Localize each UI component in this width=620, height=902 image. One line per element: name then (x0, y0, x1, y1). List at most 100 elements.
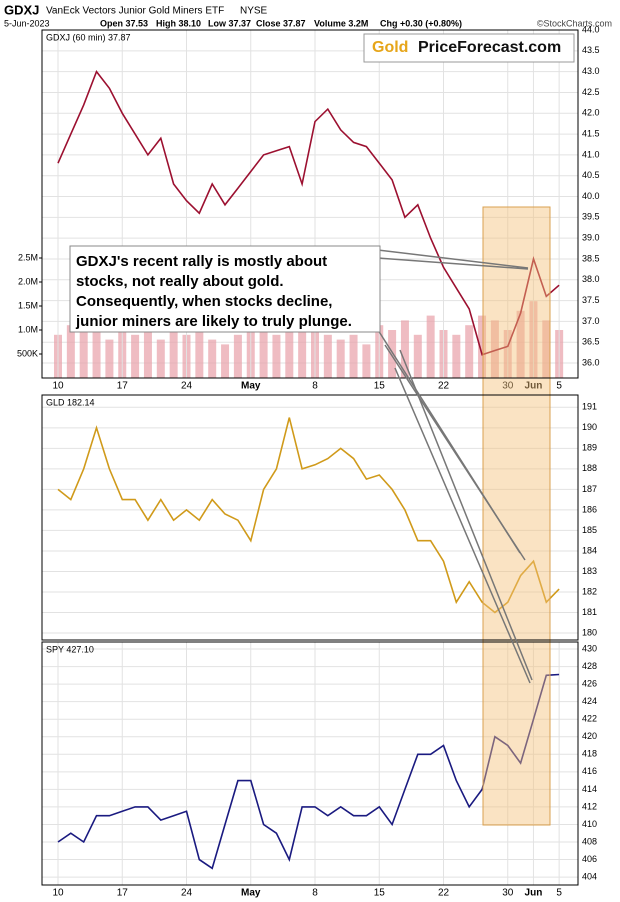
annotation-line: Consequently, when stocks decline, (76, 293, 332, 310)
arrow (394, 367, 531, 684)
y-tick-label: 39.0 (582, 233, 600, 243)
stat: Open 37.53 (100, 18, 148, 28)
panel-label: SPY 427.10 (46, 644, 94, 654)
volume-bar (413, 334, 422, 378)
volume-bar (349, 334, 358, 378)
y-tick-label: 422 (582, 714, 597, 724)
volume-tick-label: 500K (17, 348, 38, 358)
x-tick-label: 10 (52, 381, 64, 392)
volume-bar (516, 310, 525, 378)
annotation-line: stocks, not really about gold. (76, 273, 284, 290)
x-tick-label: May (241, 888, 261, 899)
x-tick-label: 5 (556, 888, 562, 899)
x-tick-label: May (241, 381, 261, 392)
y-tick-label: 190 (582, 422, 597, 432)
y-tick-label: 185 (582, 525, 597, 535)
volume-bar (233, 334, 242, 378)
volume-bar (221, 344, 230, 378)
y-tick-label: 183 (582, 566, 597, 576)
volume-bar (336, 339, 345, 378)
x-tick-label: 30 (502, 381, 514, 392)
y-tick-label: 180 (582, 627, 597, 637)
volume-bar (478, 315, 487, 378)
y-tick-label: 42.0 (582, 108, 600, 118)
x-tick-label: 10 (52, 888, 64, 899)
y-tick-label: 43.0 (582, 66, 600, 76)
volume-bar (490, 320, 499, 378)
stat: Low 37.37 (208, 18, 251, 28)
logo-left-box (366, 36, 411, 60)
volume-tick-label: 1.5M (18, 300, 38, 310)
volume-bar (272, 334, 281, 378)
volume-bar (156, 339, 165, 378)
arrow (377, 249, 529, 269)
logo: Gold PriceForecast.com (363, 33, 575, 63)
x-tick-label: 24 (181, 888, 193, 899)
panel-label: GDXJ (60 min) 37.87 (46, 32, 131, 42)
y-tick-label: 418 (582, 749, 597, 759)
x-tick-label: 22 (438, 381, 450, 392)
y-tick-label: 426 (582, 678, 597, 688)
stats: Open 37.53 High 38.10 Low 37.37 Close 37.87… (100, 18, 462, 28)
logo-right-box (413, 36, 572, 60)
y-tick-label: 186 (582, 504, 597, 514)
y-tick-label: 39.5 (582, 212, 600, 222)
x-tick-label: 22 (438, 888, 450, 899)
volume-bar (131, 334, 140, 378)
volume-bar (465, 325, 474, 378)
x-tick-label: Jun (525, 888, 543, 899)
y-tick-label: 181 (582, 607, 597, 617)
y-tick-label: 430 (582, 643, 597, 653)
y-tick-label: 37.5 (582, 295, 600, 305)
y-tick-label: 41.0 (582, 149, 600, 159)
y-tick-label: 43.5 (582, 45, 600, 55)
exchange: NYSE (240, 6, 268, 17)
volume-bar (452, 334, 461, 378)
y-tick-label: 44.0 (582, 24, 600, 34)
x-tick-label: Jun (525, 381, 543, 392)
y-tick-label: 424 (582, 696, 597, 706)
panel-frame (41, 641, 579, 886)
y-tick-label: 38.0 (582, 274, 600, 284)
arrow (399, 349, 533, 681)
copyright: ©StockCharts.com (537, 18, 612, 28)
y-tick-label: 404 (582, 871, 597, 881)
volume-tick-label: 2.5M (18, 252, 38, 262)
volume-bar (92, 320, 101, 378)
arrow (384, 344, 526, 561)
annotation-box (69, 245, 381, 333)
y-tick-label: 188 (582, 463, 597, 473)
arrow (377, 257, 529, 270)
volume-bar (285, 315, 294, 378)
x-tick-label: 15 (374, 381, 386, 392)
y-tick-label: 187 (582, 484, 597, 494)
stat: High 38.10 (156, 18, 201, 28)
annotation-line: GDXJ's recent rally is mostly about (76, 253, 327, 270)
volume-bar (426, 315, 435, 378)
stat: Volume 3.2M (314, 18, 368, 28)
volume-bar (169, 320, 178, 378)
volume-tick-label: 2.0M (18, 276, 38, 286)
volume-bar (143, 325, 152, 378)
y-tick-label: 182 (582, 586, 597, 596)
x-tick-label: 15 (374, 888, 386, 899)
annotation-text: GDXJ's recent rally is mostly about stock… (75, 253, 352, 330)
logo-left: Gold (372, 39, 408, 56)
stat: Close 37.87 (256, 18, 306, 28)
stat: Chg +0.30 (+0.80%) (380, 18, 462, 28)
volume-bar (195, 330, 204, 378)
x-tick-label: 30 (502, 888, 514, 899)
price-line (57, 417, 560, 614)
y-tick-label: 36.5 (582, 337, 600, 347)
y-tick-label: 37.0 (582, 316, 600, 326)
x-tick-label: 5 (556, 381, 562, 392)
security-name: VanEck Vectors Junior Gold Miners ETF (46, 6, 224, 17)
x-tick-label: 24 (181, 381, 193, 392)
plot-area: 36.0 36.5 37.0 37.5 38.0 38.5 39.0 39.5 40.0 40.5… (17, 24, 600, 898)
x-tick-label: 8 (312, 888, 318, 899)
volume-bar (362, 344, 371, 378)
x-tick-label: 17 (117, 888, 129, 899)
y-tick-label: 40.5 (582, 170, 600, 180)
x-tick-label: 17 (117, 381, 129, 392)
